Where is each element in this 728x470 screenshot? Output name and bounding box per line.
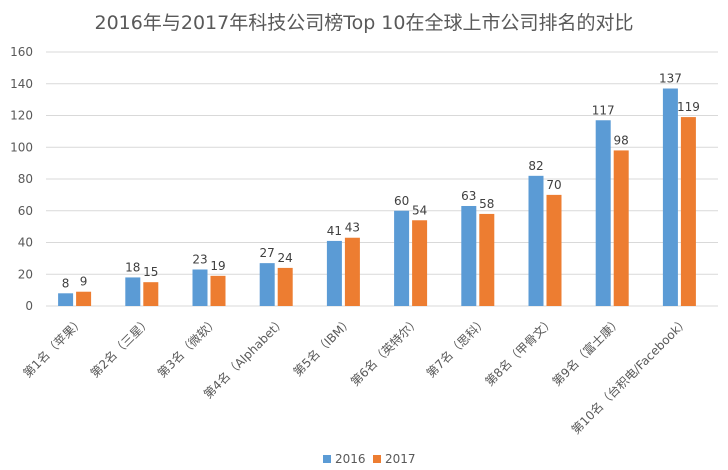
bar-2017 [412, 220, 428, 306]
bar-2016 [394, 210, 410, 306]
x-category-label: 第7名（思科） [423, 314, 490, 381]
x-category-label: 第8名（甲骨文） [482, 314, 557, 389]
data-label-2017: 19 [210, 259, 225, 273]
bar-2017 [76, 291, 92, 306]
bar-2016 [259, 263, 275, 306]
chart-title: 2016年与2017年科技公司榜Top 10在全球上市公司排名的对比 [94, 12, 634, 34]
data-label-2016: 63 [461, 189, 476, 203]
legend: 2016 2017 [323, 452, 416, 466]
data-label-2016: 23 [192, 252, 207, 266]
legend-swatch-2017 [373, 455, 381, 463]
bar-2017 [344, 237, 360, 306]
y-tick-label: 40 [18, 236, 33, 250]
data-label-2017: 70 [546, 178, 561, 192]
x-category-label: 第6名（英特尔） [347, 314, 422, 389]
y-tick-label: 60 [18, 204, 33, 218]
data-label-2016: 8 [62, 276, 70, 290]
data-label-2017: 119 [677, 100, 700, 114]
bar-2017 [546, 194, 562, 306]
bar-2016 [58, 293, 74, 306]
data-label-2017: 54 [412, 203, 427, 217]
bar-2017 [277, 267, 293, 306]
bar-2017 [210, 275, 226, 306]
data-label-2016: 137 [659, 72, 682, 86]
bar-2016 [528, 175, 544, 306]
data-label-2017: 98 [614, 133, 629, 147]
bar-2016 [461, 205, 477, 306]
data-label-2016: 18 [125, 260, 140, 274]
data-label-2017: 15 [143, 265, 158, 279]
bar-2016 [326, 240, 342, 306]
data-label-2016: 82 [528, 159, 543, 173]
legend-swatch-2016 [323, 455, 331, 463]
y-tick-label: 0 [25, 299, 33, 313]
bars [58, 88, 696, 307]
bar-2016 [192, 269, 208, 306]
data-label-2017: 58 [479, 197, 494, 211]
y-tick-label: 140 [10, 77, 33, 91]
bar-2016 [595, 120, 611, 306]
data-label-2016: 41 [327, 224, 342, 238]
bar-2017 [479, 213, 495, 306]
y-tick-label: 100 [10, 140, 33, 154]
y-tick-label: 20 [18, 267, 33, 281]
x-category-label: 第9名（富士康） [549, 314, 624, 389]
bar-2017 [680, 117, 696, 307]
data-label-2016: 27 [260, 246, 275, 260]
x-category-label: 第2名（三星） [87, 314, 154, 381]
y-tick-label: 120 [10, 109, 33, 123]
data-label-2017: 43 [345, 221, 360, 235]
x-axis-categories: 第1名（苹果） 第2名（三星） 第3名（微软）第4名（Alphabet） 第5名（IB… [20, 314, 692, 438]
data-label-2016: 117 [592, 103, 615, 117]
y-axis-ticks: 0 20 40 60 80 100 120 140 160 [10, 45, 33, 313]
bar-2016 [662, 88, 678, 306]
data-label-2017: 9 [80, 275, 88, 289]
bar-2017 [613, 150, 629, 306]
x-category-label: 第1名（苹果） [20, 314, 87, 381]
x-category-label: 第10名（台积电/Facebook） [568, 314, 692, 438]
y-tick-label: 80 [18, 172, 33, 186]
data-label-2016: 60 [394, 194, 409, 208]
legend-label-2017: 2017 [385, 452, 416, 466]
x-category-label: 第5名（IBM） [290, 314, 356, 380]
bar-2017 [143, 282, 159, 306]
legend-label-2016: 2016 [335, 452, 366, 466]
data-label-2017: 24 [278, 251, 293, 265]
y-tick-label: 160 [10, 45, 33, 59]
x-category-label: 第3名（微软） [154, 314, 221, 381]
bar-2016 [125, 277, 141, 306]
